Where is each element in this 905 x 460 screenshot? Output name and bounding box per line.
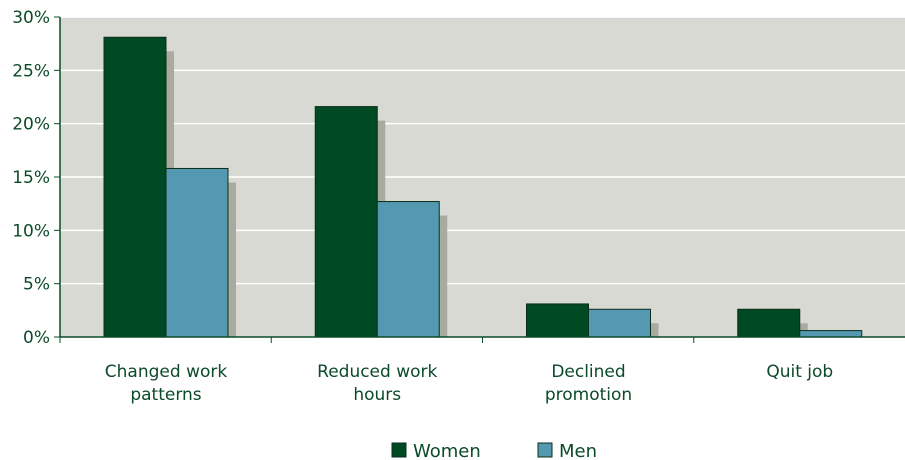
bar-women bbox=[315, 107, 377, 337]
y-tick-label: 5% bbox=[23, 275, 50, 295]
x-category-label: promotion bbox=[545, 385, 632, 405]
bar-women bbox=[527, 304, 589, 337]
y-tick-label: 0% bbox=[23, 328, 50, 348]
legend-swatch bbox=[538, 443, 552, 457]
legend-label: Women bbox=[413, 441, 481, 460]
y-tick-label: 20% bbox=[12, 115, 50, 135]
y-tick-label: 30% bbox=[12, 8, 50, 28]
bar-men bbox=[166, 168, 228, 337]
x-category-label: Reduced work bbox=[317, 362, 437, 382]
legend-label: Men bbox=[559, 441, 597, 460]
bar-women bbox=[738, 309, 800, 337]
x-category-label: Declined bbox=[551, 362, 625, 382]
y-tick-label: 15% bbox=[12, 168, 50, 188]
legend-item-men: Men bbox=[538, 441, 597, 460]
y-tick-label: 10% bbox=[12, 221, 50, 241]
x-category-label: hours bbox=[353, 385, 401, 405]
bar-men bbox=[589, 309, 651, 337]
x-category-label: patterns bbox=[130, 385, 201, 405]
x-category-label: Changed work bbox=[105, 362, 228, 382]
legend-item-women: Women bbox=[392, 441, 481, 460]
bar-women bbox=[104, 37, 166, 337]
legend-swatch bbox=[392, 443, 406, 457]
bar-men bbox=[377, 202, 439, 337]
y-tick-label: 25% bbox=[12, 61, 50, 81]
bar-men bbox=[800, 331, 862, 337]
x-category-label: Quit job bbox=[766, 362, 833, 382]
